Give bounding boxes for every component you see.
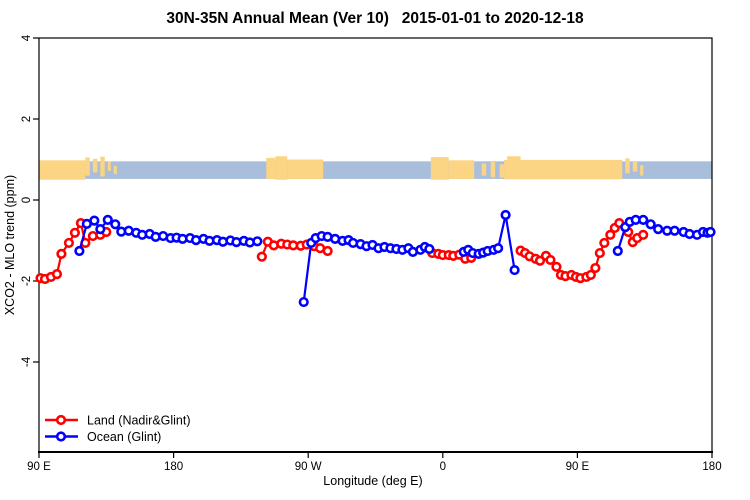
map-strip-land <box>100 156 105 177</box>
x-tick-label: 180 <box>164 461 183 473</box>
data-point-ocean <box>424 243 435 255</box>
map-strip-land <box>499 164 505 178</box>
data-point-ocean <box>110 219 121 230</box>
data-point-ocean <box>509 264 520 276</box>
map-strip-land <box>287 159 324 179</box>
legend-item-land: Land (Nadir&Glint) <box>45 414 191 428</box>
x-tick-label: 90 E <box>566 461 590 473</box>
map-strip-land <box>640 165 644 176</box>
data-point-land <box>69 227 80 238</box>
data-point-land <box>599 237 610 249</box>
map-strip-land <box>266 157 276 179</box>
data-point-land <box>56 248 67 259</box>
data-point-ocean <box>669 225 680 236</box>
y-tick-label: -2 <box>21 276 33 286</box>
data-point-ocean <box>89 215 100 226</box>
map-strip-land <box>275 156 288 180</box>
legend-label-ocean: Ocean (Glint) <box>87 430 161 444</box>
data-point-ocean <box>298 296 309 308</box>
data-point-ocean <box>252 236 263 247</box>
data-point-land <box>63 237 75 249</box>
map-strip <box>39 156 712 180</box>
x-tick-label: 90 W <box>295 461 322 473</box>
data-point-land <box>256 251 267 262</box>
x-tick-label: 90 E <box>27 461 51 473</box>
data-point-land <box>590 262 601 274</box>
data-point-land <box>638 229 649 240</box>
legend-label-land: Land (Nadir&Glint) <box>87 414 191 428</box>
y-tick-label: -4 <box>21 356 33 367</box>
data-point-land <box>545 254 556 266</box>
data-point-ocean <box>653 224 664 235</box>
plot-frame <box>38 37 713 453</box>
map-strip-land <box>481 163 487 176</box>
map-strip-land <box>625 158 630 174</box>
x-tick-label: 180 <box>702 461 721 473</box>
data-point-land <box>594 247 605 259</box>
map-strip-land <box>113 165 117 175</box>
map-strip-land <box>430 157 449 180</box>
axis-ticks: 90 E 180 90 W 0 90 E 180 4 2 0 -2 -4 <box>21 34 722 473</box>
data-point-ocean <box>500 209 511 221</box>
data-point-ocean <box>612 245 623 257</box>
map-strip-land <box>92 158 98 173</box>
map-strip-land <box>490 161 496 178</box>
data-point-ocean <box>74 245 85 257</box>
map-strip-land <box>39 160 86 180</box>
y-tick-label: 4 <box>21 34 33 41</box>
data-point-ocean <box>645 219 656 230</box>
map-strip-land <box>85 157 90 176</box>
data-point-land <box>322 245 333 257</box>
map-strip-land <box>107 161 111 171</box>
y-tick-label: 0 <box>21 197 33 203</box>
y-tick-label: 2 <box>21 116 33 122</box>
map-strip-land <box>448 160 475 179</box>
data-series <box>35 209 716 308</box>
data-point-land <box>585 269 596 281</box>
legend: Land (Nadir&Glint) Ocean (Glint) <box>45 414 191 444</box>
map-strip-land <box>632 161 638 172</box>
legend-item-ocean: Ocean (Glint) <box>45 430 161 444</box>
chart-title: 30N-35N Annual Mean (Ver 10) 2015-01-01 … <box>166 10 584 27</box>
data-point-ocean <box>102 214 113 225</box>
map-strip-land <box>507 156 521 161</box>
x-tick-label: 0 <box>440 461 446 473</box>
data-point-ocean <box>638 214 649 225</box>
map-strip-land <box>504 159 623 180</box>
data-point-land <box>51 269 63 280</box>
data-point-land <box>605 229 616 240</box>
data-point-ocean <box>493 243 504 254</box>
y-axis-label: XCO2 - MLO trend (ppm) <box>3 175 17 315</box>
x-axis-label: Longitude (deg E) <box>323 474 422 488</box>
data-point-ocean <box>95 224 106 235</box>
legend-marker-land-icon <box>55 414 67 426</box>
data-point-ocean <box>705 226 716 238</box>
legend-marker-ocean-icon <box>55 431 67 442</box>
data-point-land <box>551 261 562 272</box>
